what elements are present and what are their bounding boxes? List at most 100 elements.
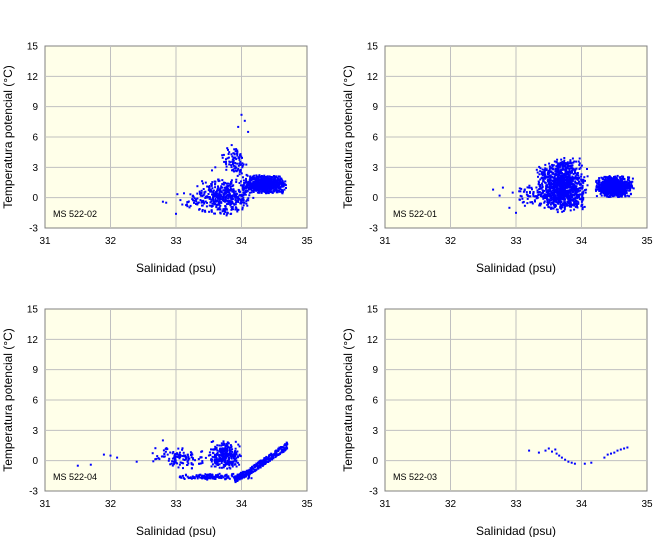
data-point xyxy=(237,197,240,200)
data-point xyxy=(228,200,231,202)
data-point xyxy=(555,196,558,199)
data-point xyxy=(562,161,565,164)
data-point xyxy=(569,198,571,200)
data-point xyxy=(223,191,226,194)
data-point xyxy=(584,191,587,194)
data-point xyxy=(557,163,560,166)
data-point xyxy=(234,196,237,199)
data-point xyxy=(250,183,253,185)
data-point xyxy=(248,472,251,475)
data-point xyxy=(217,459,220,462)
data-point xyxy=(241,166,244,169)
data-point xyxy=(571,198,574,201)
data-point xyxy=(243,186,246,189)
data-point xyxy=(228,191,231,194)
data-point xyxy=(214,186,217,189)
data-point xyxy=(242,191,245,194)
data-point xyxy=(235,148,238,151)
data-point xyxy=(231,200,234,203)
data-point xyxy=(573,208,576,211)
data-point xyxy=(555,452,558,455)
data-point xyxy=(196,197,199,200)
data-point xyxy=(283,448,286,451)
data-point xyxy=(200,200,203,203)
data-point xyxy=(245,180,248,183)
data-point xyxy=(272,186,275,189)
data-point xyxy=(245,200,248,203)
data-point xyxy=(564,162,566,165)
data-point xyxy=(549,199,552,202)
data-point xyxy=(201,477,204,480)
data-point xyxy=(264,458,267,461)
data-point xyxy=(202,188,205,190)
data-point xyxy=(556,211,559,214)
data-point xyxy=(220,466,223,469)
data-point xyxy=(217,186,220,189)
data-point xyxy=(562,188,564,191)
data-point xyxy=(237,167,240,170)
data-point xyxy=(270,455,273,458)
data-point xyxy=(204,200,207,203)
data-point xyxy=(247,188,250,191)
data-point xyxy=(546,173,549,176)
data-point xyxy=(206,185,209,188)
data-point xyxy=(562,164,565,167)
data-point xyxy=(231,202,234,205)
data-point xyxy=(250,472,253,474)
data-point xyxy=(234,190,237,193)
data-point xyxy=(223,212,226,215)
data-point xyxy=(218,201,221,204)
data-point xyxy=(612,179,615,182)
data-point xyxy=(619,190,622,193)
data-point xyxy=(553,204,556,206)
data-point xyxy=(567,194,570,197)
data-point xyxy=(253,463,256,466)
data-point xyxy=(219,450,222,453)
data-point xyxy=(564,176,567,179)
data-point xyxy=(556,201,559,204)
data-point xyxy=(548,192,551,195)
data-point xyxy=(237,164,240,167)
data-point xyxy=(620,192,623,195)
y-tick-label: 9 xyxy=(32,365,38,376)
data-point xyxy=(226,199,229,202)
data-point xyxy=(181,474,184,477)
data-point xyxy=(596,182,599,185)
data-point xyxy=(201,204,204,207)
data-point xyxy=(237,443,240,446)
data-point xyxy=(215,459,217,462)
data-point xyxy=(273,184,276,187)
data-point xyxy=(210,209,213,212)
data-point xyxy=(226,147,229,150)
data-point xyxy=(566,161,569,164)
data-point xyxy=(278,189,281,192)
data-point xyxy=(600,176,603,179)
data-point xyxy=(275,183,278,186)
data-point xyxy=(215,462,218,465)
data-point xyxy=(568,174,571,177)
data-point xyxy=(560,190,563,193)
data-point xyxy=(280,183,283,186)
x-tick-label: 35 xyxy=(301,499,313,510)
data-point xyxy=(548,172,550,175)
data-point xyxy=(218,191,221,194)
data-point xyxy=(246,204,249,207)
data-point xyxy=(551,193,554,196)
data-point xyxy=(529,201,532,204)
data-point xyxy=(230,153,233,156)
data-point xyxy=(604,175,607,178)
x-tick-label: 34 xyxy=(236,499,248,510)
data-point xyxy=(225,214,228,217)
data-point xyxy=(228,457,230,460)
data-point xyxy=(235,192,238,195)
data-point xyxy=(619,191,622,194)
data-point xyxy=(279,187,282,190)
data-point xyxy=(212,196,214,199)
data-point xyxy=(238,157,241,159)
data-point xyxy=(546,203,549,206)
data-point xyxy=(231,448,234,451)
data-point xyxy=(202,201,205,204)
data-point xyxy=(608,194,611,197)
x-tick-label: 32 xyxy=(105,236,117,247)
data-point xyxy=(630,181,633,184)
